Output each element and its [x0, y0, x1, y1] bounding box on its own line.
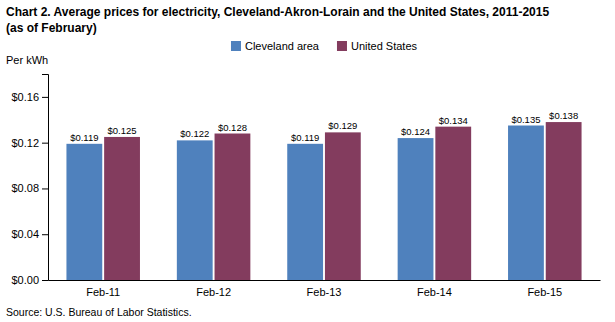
legend-label: Cleveland area	[245, 40, 320, 52]
chart: Chart 2. Average prices for electricity,…	[0, 0, 615, 322]
bar	[104, 137, 140, 280]
y-tick-label: $0.04	[11, 228, 39, 240]
data-label: $0.138	[549, 110, 578, 121]
y-tick-mark	[42, 234, 48, 235]
bar	[546, 122, 582, 280]
x-tick: Feb-11	[86, 286, 120, 298]
bar	[508, 126, 544, 281]
x-tick-label: Feb-14	[417, 286, 452, 298]
legend: Cleveland area United States	[231, 40, 418, 52]
data-label: $0.128	[218, 122, 247, 133]
y-tick-mark	[42, 280, 48, 281]
data-labels: $0.119 $0.122 $0.119 $0.124 $0.135 $0.125 $0.1…	[70, 110, 578, 143]
y-tick: $0.08	[11, 182, 48, 194]
bar	[325, 132, 361, 280]
bar	[177, 140, 213, 280]
x-tick-label: Feb-15	[527, 286, 562, 298]
legend-swatch	[337, 41, 347, 51]
data-label: $0.122	[180, 128, 209, 139]
data-label: $0.125	[108, 125, 137, 136]
legend-label: United States	[351, 40, 418, 52]
data-label: $0.119	[70, 132, 98, 143]
y-tick-mark	[42, 188, 48, 189]
y-tick-label: $0.08	[11, 182, 39, 194]
y-tick-label: $0.16	[11, 91, 39, 103]
y-tick: $0.12	[11, 137, 48, 149]
y-tick: $0.00	[11, 274, 48, 286]
legend-item: Cleveland area	[231, 40, 320, 52]
y-axis-label: Per kWh	[6, 54, 48, 66]
bar	[287, 144, 323, 280]
data-label: $0.134	[439, 115, 468, 126]
title: Chart 2. Average prices for electricity,…	[6, 5, 549, 19]
subtitle: (as of February)	[6, 21, 97, 35]
y-axis-line	[42, 75, 49, 281]
annotation: Source: U.S. Bureau of Labor Statistics.	[6, 306, 192, 318]
data-label: $0.119	[291, 132, 319, 143]
x-tick-label: Feb-11	[86, 286, 120, 298]
x-axis: Feb-11 Feb-12 Feb-13 Feb-14 Feb-15	[49, 281, 601, 298]
bar	[398, 138, 434, 280]
bar	[66, 144, 102, 280]
y-axis: $0.00 $0.04 $0.08 $0.12 $0.16	[11, 75, 48, 287]
y-tick-label: $0.00	[11, 274, 39, 286]
data-label: $0.129	[328, 120, 357, 131]
y-tick: $0.16	[11, 91, 48, 103]
bar	[215, 134, 251, 280]
x-tick: Feb-13	[307, 286, 342, 298]
y-tick-mark	[42, 97, 48, 98]
bar	[435, 127, 471, 280]
plot: $0.119 $0.122 $0.119 $0.124 $0.135 $0.125 $0.1…	[11, 75, 600, 298]
x-tick: Feb-15	[527, 286, 562, 298]
x-tick: Feb-12	[196, 286, 231, 298]
y-tick-mark	[42, 143, 48, 144]
y-tick: $0.04	[11, 228, 48, 240]
x-tick: Feb-14	[417, 286, 452, 298]
legend-swatch	[231, 41, 241, 51]
data-label: $0.124	[401, 126, 430, 137]
x-axis-line	[49, 280, 601, 281]
data-label: $0.135	[511, 114, 540, 125]
y-tick-label: $0.12	[11, 137, 39, 149]
bars	[66, 122, 581, 280]
x-tick-label: Feb-12	[196, 286, 231, 298]
legend-item: United States	[337, 40, 418, 52]
x-tick-label: Feb-13	[307, 286, 342, 298]
